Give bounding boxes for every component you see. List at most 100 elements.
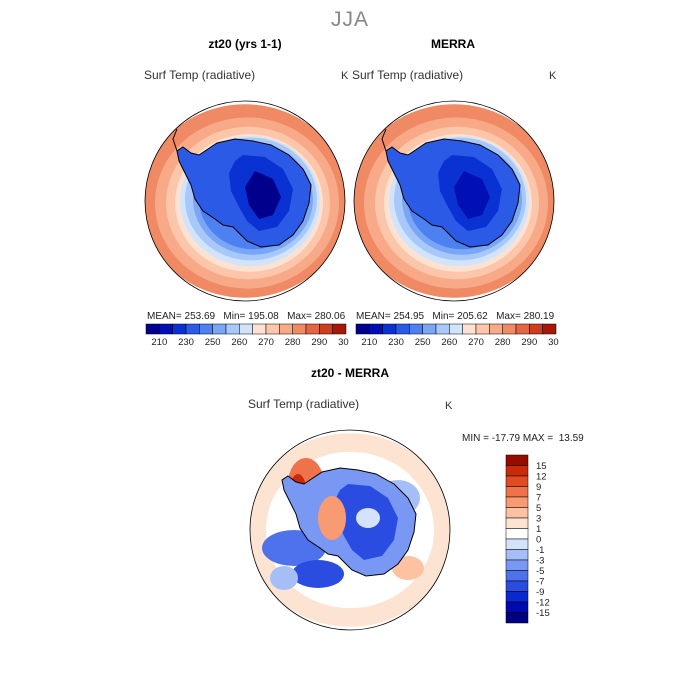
panel2-colorbar-tick-label: 260 xyxy=(441,337,457,348)
panel2-map xyxy=(352,99,556,308)
panel3-colorbar-tick-label: 1 xyxy=(536,524,541,535)
panel1-peninsula-tip xyxy=(172,128,178,152)
panel2-colorbar-segment xyxy=(395,323,410,335)
panel3-colorbar-tick-label: 7 xyxy=(536,493,541,504)
panel2-colorbar-tick-label: 230 xyxy=(388,337,404,348)
panel3-colorbar-tick-label: -3 xyxy=(536,556,544,567)
panel2-colorbar-tick-label: 250 xyxy=(415,337,431,348)
panel3-colorbar-segment xyxy=(505,465,529,477)
panel2-map-border xyxy=(353,100,555,302)
panel3-colorbar-tick-label: -9 xyxy=(536,587,544,598)
panel3-colorbar-segment xyxy=(505,528,529,540)
panel3-colorbar-tick-label: -15 xyxy=(536,608,550,619)
panel2-colorbar-segment xyxy=(449,323,463,335)
panel3-mixed-region xyxy=(356,508,380,528)
panel3-colorbar: 15 12 9 7 5 3 1 0 -1 -3 -5 -7 -9 -12 -15 xyxy=(500,453,570,633)
panel2-colorbar-tick-label: 270 xyxy=(468,337,484,348)
panel2-colorbar-segment xyxy=(529,323,543,335)
panel1-map-svg xyxy=(144,100,346,302)
panel1-colorbar-segment xyxy=(305,323,320,335)
panel3-colorbar-tick-label: 5 xyxy=(536,503,541,514)
panel1-colorbar-segment xyxy=(319,323,333,335)
panel3-colorbar-segment xyxy=(505,570,529,582)
panel1-colorbar-tick-label: 260 xyxy=(231,337,247,348)
panel1-colorbar-segment xyxy=(279,323,293,335)
panel1-map xyxy=(143,99,347,308)
panel2-stats: MEAN= 254.95 Min= 205.62 Max= 280.19 xyxy=(356,311,555,322)
panel2-variable: Surf Temp (radiative) xyxy=(352,68,464,82)
panel3-warm-anomaly xyxy=(318,496,346,540)
panel1-map-border xyxy=(144,100,346,302)
panel2-colorbar-segment xyxy=(435,323,450,335)
panel1-colorbar-segment xyxy=(199,323,213,335)
panel3-colorbar-segment xyxy=(505,549,529,561)
panel3-colorbar-segment xyxy=(505,517,529,529)
panel3-variable: Surf Temp (radiative) xyxy=(248,397,360,411)
panel3-colorbar-tick-label: -1 xyxy=(536,545,544,556)
panel3-map-border xyxy=(249,429,451,631)
panel3-title: zt20 - MERRA xyxy=(310,366,389,380)
panel1-unit: K xyxy=(341,70,349,82)
panel1-colorbar-segment xyxy=(252,323,267,335)
panel3-anomaly-5 xyxy=(270,566,298,590)
panel2-map-svg xyxy=(353,100,555,302)
panel1-colorbar-segment xyxy=(292,323,307,335)
panel3-field xyxy=(250,433,450,627)
panel1-colorbar-svg: 210 230 250 260 270 280 290 300 xyxy=(145,323,354,348)
panel3-colorbar-tick-label: -5 xyxy=(536,566,544,577)
panel1-colorbar-segment xyxy=(159,323,173,335)
panel1-colorbar-segment xyxy=(172,323,187,335)
panel2-colorbar-segment xyxy=(355,323,370,335)
panel2-colorbar-tick-label: 210 xyxy=(361,337,377,348)
panel3-colorbar-segment xyxy=(505,591,529,603)
panel2-colorbar: 210 230 250 260 270 280 290 300 xyxy=(353,323,564,354)
panel1-colorbar-segment xyxy=(239,323,253,335)
panel1-colorbar-tick-label: 280 xyxy=(285,337,301,348)
panel1-colorbar-tick-label: 250 xyxy=(205,337,221,348)
panel1-colorbar-tick-label: 230 xyxy=(178,337,194,348)
panel3-colorbar-segment xyxy=(505,559,529,571)
panel3-colorbar-segment xyxy=(505,454,529,466)
panel1-continent-core xyxy=(245,171,281,219)
panel3-colorbar-segment xyxy=(505,580,529,592)
panel3-anomaly-3 xyxy=(292,560,344,588)
panel1-colorbar-segment xyxy=(212,323,227,335)
panel1-coastline xyxy=(176,138,312,248)
panel3-colorbar-segment xyxy=(505,486,529,498)
panel3-colorbar-segment xyxy=(505,538,529,550)
panel2-colorbar-segment xyxy=(542,323,557,335)
panel3-colorbar-tick-label: -12 xyxy=(536,598,550,609)
panel1-colorbar-segment xyxy=(225,323,240,335)
panel3-unit: K xyxy=(445,400,453,412)
panel2-unit: K xyxy=(549,70,557,82)
panel3-colorbar-tick-label: 12 xyxy=(536,472,547,483)
panel3-stats: MIN = -17.79 MAX = 13.59 xyxy=(462,433,584,444)
panel2-colorbar-segment xyxy=(489,323,503,335)
panel1-title: zt20 (yrs 1-1) xyxy=(208,37,282,51)
panel2-peninsula-tip xyxy=(381,128,387,152)
season-title: JJA xyxy=(330,8,369,31)
panel2-title: MERRA xyxy=(431,37,475,51)
panel2-colorbar-segment xyxy=(475,323,490,335)
panel2-colorbar-segment xyxy=(422,323,437,335)
panel1-colorbar-tick-label: 210 xyxy=(151,337,167,348)
panel3-colorbar-tick-label: 0 xyxy=(536,535,541,546)
panel2-coastline xyxy=(385,138,521,248)
panel2-colorbar-segment xyxy=(462,323,477,335)
panel2-colorbar-segment xyxy=(382,323,397,335)
panel2-colorbar-tick-label: 300 xyxy=(548,337,559,348)
panel2-colorbar-segment xyxy=(502,323,517,335)
panel3-colorbar-tick-label: 15 xyxy=(536,461,547,472)
panel1-colorbar-segment xyxy=(185,323,200,335)
panel1-stats: MEAN= 253.69 Min= 195.08 Max= 280.06 xyxy=(147,311,346,322)
panel2-colorbar-tick-label: 290 xyxy=(521,337,537,348)
panel2-colorbar-svg: 210 230 250 260 270 280 290 300 xyxy=(355,323,564,348)
panel2-colorbar-segment xyxy=(515,323,530,335)
panel1-colorbar-segment xyxy=(332,323,347,335)
panel1-field xyxy=(145,104,345,298)
panel3-colorbar-segment xyxy=(505,601,529,613)
panel3-colorbar-segment xyxy=(505,507,529,519)
panel1-colorbar: 210 230 250 260 270 280 290 300 xyxy=(143,323,354,354)
panel3-colorbar-segment xyxy=(505,475,529,487)
panel1-colorbar-segment xyxy=(265,323,280,335)
